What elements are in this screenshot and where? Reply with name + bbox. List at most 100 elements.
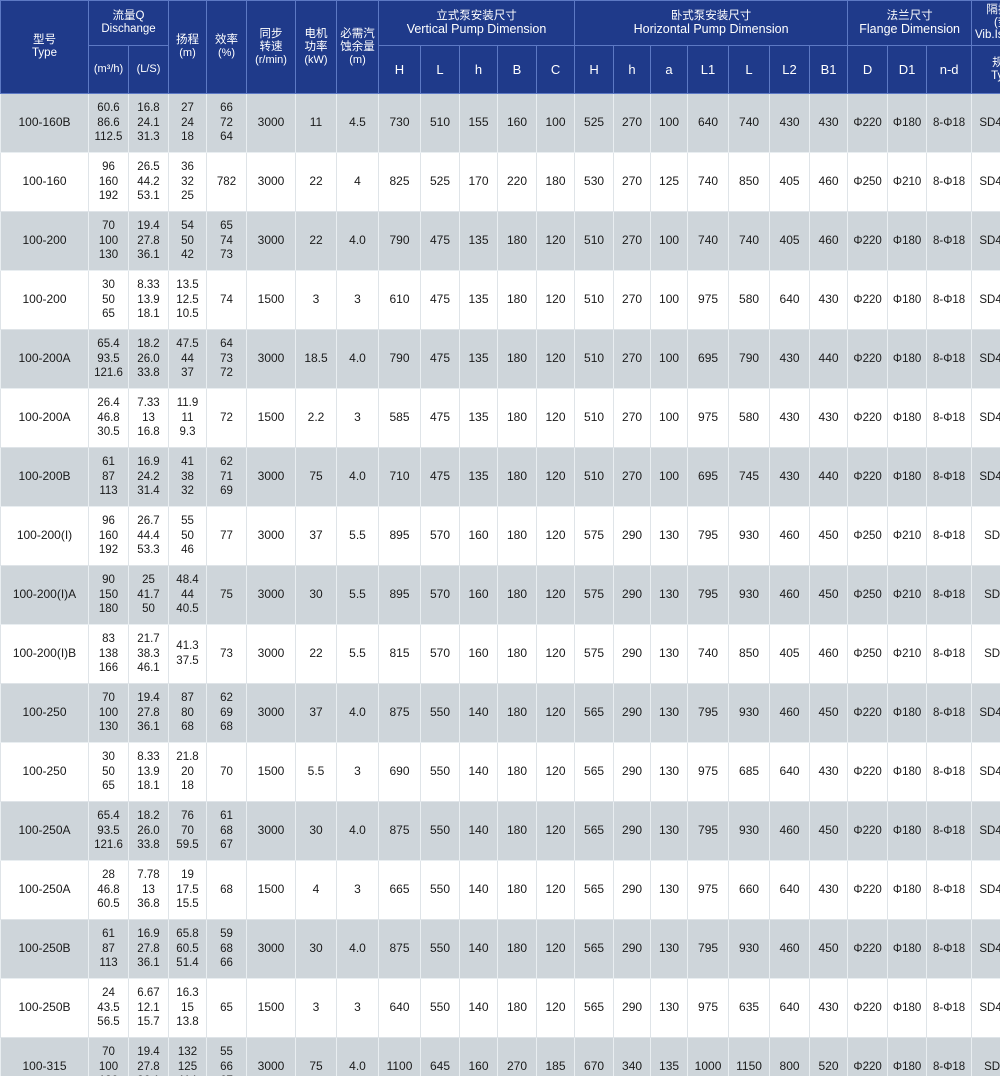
cell-horizontal-B1: 450 <box>809 506 849 566</box>
cell-horizontal-a: 100 <box>650 270 689 330</box>
value-line: 41 <box>181 455 194 468</box>
value-line: 36.1 <box>137 249 160 262</box>
value-line: 68 <box>220 883 233 896</box>
cell-flange-D: Φ250 <box>847 565 889 625</box>
value-line: 13 <box>142 411 155 424</box>
value-line: 96 <box>102 160 115 173</box>
header-flange-dimension: 法兰尺寸 Flange Dimension <box>847 0 973 46</box>
value-line: 21.7 <box>137 632 160 645</box>
cell-vertical-C: 120 <box>535 565 576 625</box>
cell-type: 100-250B <box>0 978 89 1038</box>
cell-discharge-m3h: 26.4 46.8 30.5 <box>88 388 129 448</box>
value-line: 10.5 <box>176 308 199 321</box>
cell-flange-D1: Φ180 <box>887 388 928 448</box>
cell-npsh: 5.5 <box>336 565 379 625</box>
value-line: 62 <box>220 691 233 704</box>
value-line: 19.4 <box>137 1045 160 1058</box>
cell-type: 100-200(I) <box>0 506 89 566</box>
value-line: 26.0 <box>137 352 160 365</box>
cell-efficiency: 73 <box>206 624 247 684</box>
cell-vertical-H: 665 <box>378 860 421 920</box>
cell-horizontal-h: 270 <box>613 152 652 212</box>
cell-horizontal-B1: 460 <box>809 624 849 684</box>
cell-horizontal-L2: 460 <box>769 506 811 566</box>
value-line: 18.1 <box>137 308 160 321</box>
cell-horizontal-B1: 450 <box>809 683 849 743</box>
value-line: 166 <box>98 662 119 675</box>
value-line: 30.5 <box>97 426 120 439</box>
cell-vertical-C: 120 <box>535 211 576 271</box>
value-line: 36 <box>181 160 194 173</box>
cell-horizontal-L: 580 <box>728 388 771 448</box>
cell-horizontal-h: 270 <box>613 329 652 389</box>
value-line: 70 <box>102 219 115 232</box>
cell-flange-nd: 8-Φ18 <box>926 742 973 802</box>
cell-horizontal-L2: 460 <box>769 919 811 979</box>
cell-vertical-h: 160 <box>459 624 498 684</box>
cell-vertical-H: 875 <box>378 683 421 743</box>
value-line: 16.8 <box>137 101 160 114</box>
value-line: 12.5 <box>176 293 199 306</box>
cell-head: 47.5 44 37 <box>168 329 207 389</box>
cell-npsh: 4.0 <box>336 919 379 979</box>
value-line: 73 <box>220 647 233 660</box>
value-line: 19 <box>181 868 194 881</box>
cell-horizontal-L2: 430 <box>769 388 811 448</box>
cell-vertical-C: 120 <box>535 860 576 920</box>
value-line: 24.2 <box>137 470 160 483</box>
cell-head: 41 38 32 <box>168 447 207 507</box>
header-q-ls: (L/S) <box>128 45 169 94</box>
cell-horizontal-L: 740 <box>728 93 771 153</box>
cell-horizontal-H: 575 <box>574 506 615 566</box>
cell-vertical-C: 120 <box>535 506 576 566</box>
table-row: 100-160 96 160 192 26.5 44.2 53.1 36 32 25 782 3000… <box>0 152 1000 212</box>
value-line: 44.4 <box>137 529 160 542</box>
value-line: 55 <box>181 514 194 527</box>
cell-discharge-m3h: 28 46.8 60.5 <box>88 860 129 920</box>
cell-head: 87 80 68 <box>168 683 207 743</box>
cell-flange-nd: 8-Φ18 <box>926 152 973 212</box>
value-line: 19.4 <box>137 691 160 704</box>
cell-discharge-ls: 26.5 44.2 53.1 <box>128 152 169 212</box>
value-line: 71 <box>220 470 233 483</box>
cell-vertical-L: 550 <box>420 978 460 1038</box>
cell-type: 100-250A <box>0 860 89 920</box>
value-line: 13.8 <box>176 1016 199 1029</box>
cell-npsh: 3 <box>336 742 379 802</box>
cell-type: 100-200(I)A <box>0 565 89 625</box>
table-row: 100-200(I)A 90 150 180 25 41.7 50 48.4 44 40.5 75 3… <box>0 565 1000 625</box>
value-line: 65 <box>102 780 115 793</box>
value-line: 65 <box>220 219 233 232</box>
cell-horizontal-H: 575 <box>574 624 615 684</box>
cell-vertical-C: 180 <box>535 152 576 212</box>
cell-efficiency: 77 <box>206 506 247 566</box>
value-line: 15.5 <box>176 898 199 911</box>
cell-npsh: 5.5 <box>336 506 379 566</box>
cell-flange-D: Φ220 <box>847 211 889 271</box>
cell-horizontal-L: 635 <box>728 978 771 1038</box>
cell-npsh: 3 <box>336 388 379 448</box>
cell-vertical-h: 160 <box>459 1037 498 1076</box>
cell-horizontal-L1: 695 <box>687 329 730 389</box>
value-line: 46.8 <box>97 883 120 896</box>
cell-flange-nd: 8-Φ18 <box>926 388 973 448</box>
cell-horizontal-B1: 450 <box>809 919 849 979</box>
cell-discharge-ls: 21.7 38.3 46.1 <box>128 624 169 684</box>
value-line: 130 <box>98 721 119 734</box>
cell-discharge-ls: 8.33 13.9 18.1 <box>128 270 169 330</box>
cell-horizontal-L1: 975 <box>687 978 730 1038</box>
value-line: 7.78 <box>137 868 160 881</box>
cell-horizontal-h: 270 <box>613 388 652 448</box>
cell-flange-D1: Φ180 <box>887 683 928 743</box>
table-body: 100-160B 60.6 86.6 112.5 16.8 24.1 31.3 27 24 18 6… <box>0 93 1000 1076</box>
value-line: 65.4 <box>97 337 120 350</box>
cell-flange-D1: Φ180 <box>887 270 928 330</box>
value-line: 53.1 <box>137 190 160 203</box>
cell-vertical-B: 180 <box>497 742 537 802</box>
value-line: 70 <box>102 1045 115 1058</box>
cell-flange-nd: 8-Φ18 <box>926 506 973 566</box>
cell-head: 132125114 <box>168 1037 207 1076</box>
cell-vertical-H: 585 <box>378 388 421 448</box>
